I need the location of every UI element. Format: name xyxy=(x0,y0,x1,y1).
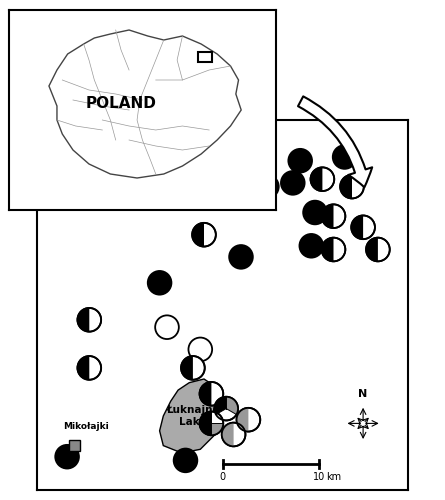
Circle shape xyxy=(155,316,179,339)
Wedge shape xyxy=(226,397,238,414)
Circle shape xyxy=(255,175,279,199)
Wedge shape xyxy=(77,308,89,332)
Text: POLAND: POLAND xyxy=(85,96,157,112)
Circle shape xyxy=(237,408,260,432)
Bar xyxy=(69,440,80,451)
Wedge shape xyxy=(192,223,204,246)
Text: 0: 0 xyxy=(219,472,226,482)
Wedge shape xyxy=(211,424,223,435)
Wedge shape xyxy=(351,216,363,239)
Circle shape xyxy=(299,234,323,258)
Circle shape xyxy=(288,149,312,172)
Circle shape xyxy=(77,356,101,380)
Bar xyxy=(198,52,212,62)
Wedge shape xyxy=(340,175,352,199)
Circle shape xyxy=(181,356,205,380)
Circle shape xyxy=(281,171,305,194)
Wedge shape xyxy=(77,356,89,380)
Circle shape xyxy=(174,448,197,472)
Wedge shape xyxy=(322,238,333,262)
Wedge shape xyxy=(237,408,248,432)
Text: Łuknajno
Lake: Łuknajno Lake xyxy=(166,405,220,427)
Circle shape xyxy=(148,271,171,294)
Circle shape xyxy=(333,145,356,169)
Text: N: N xyxy=(359,390,368,400)
Wedge shape xyxy=(322,204,333,228)
Circle shape xyxy=(340,175,364,199)
Circle shape xyxy=(322,204,345,228)
Circle shape xyxy=(229,245,253,268)
Wedge shape xyxy=(311,168,322,191)
Wedge shape xyxy=(366,238,378,262)
Text: 10: 10 xyxy=(312,472,325,482)
Circle shape xyxy=(189,338,212,361)
Circle shape xyxy=(322,238,345,262)
Text: Mikołajki: Mikołajki xyxy=(63,422,109,431)
Wedge shape xyxy=(181,356,193,380)
Polygon shape xyxy=(49,30,241,178)
Wedge shape xyxy=(199,412,211,435)
Circle shape xyxy=(214,397,238,420)
Circle shape xyxy=(199,412,223,435)
Circle shape xyxy=(311,168,334,191)
Circle shape xyxy=(303,200,327,224)
Circle shape xyxy=(366,238,390,262)
Text: km: km xyxy=(326,472,341,482)
Circle shape xyxy=(199,382,223,406)
Circle shape xyxy=(222,422,246,446)
Circle shape xyxy=(77,308,101,332)
Circle shape xyxy=(351,216,375,239)
Wedge shape xyxy=(214,397,226,414)
Circle shape xyxy=(55,445,79,468)
Wedge shape xyxy=(222,422,234,446)
Wedge shape xyxy=(199,382,211,406)
Polygon shape xyxy=(160,379,222,453)
Circle shape xyxy=(192,223,216,246)
